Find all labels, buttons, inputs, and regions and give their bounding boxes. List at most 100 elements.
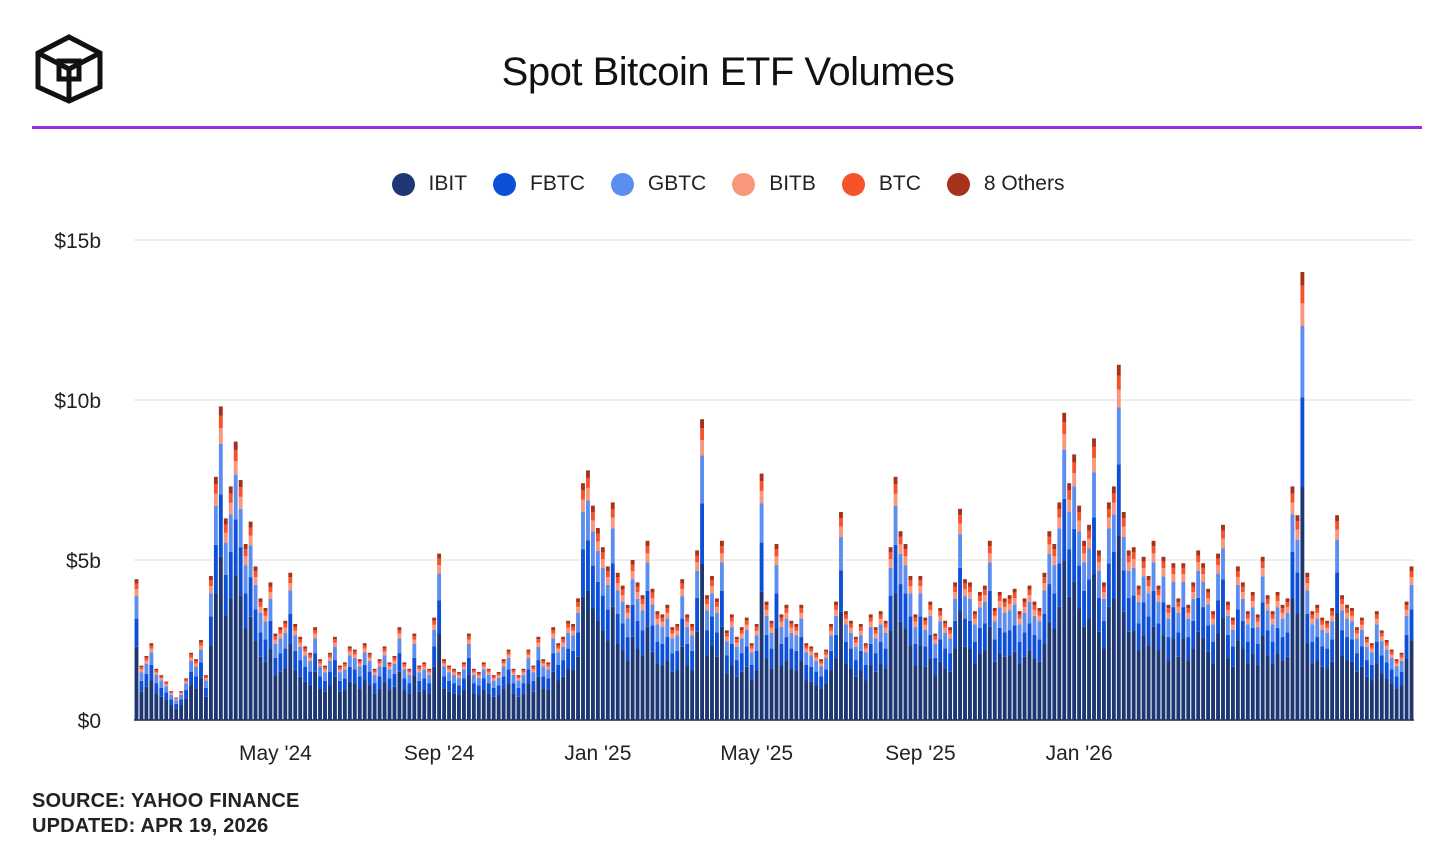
bar-segment-btc [144,657,149,661]
bar-segment-8-others [486,668,491,671]
bar-segment-btc [794,626,799,631]
bar-segment-btc [729,617,734,622]
bar-segment-fbtc [968,620,972,649]
bar-segment-btc [139,667,144,670]
bar-segment-btc [328,654,332,658]
bar-stack [318,659,322,720]
bar-segment-ibit [506,683,511,720]
bar-segment-btc [590,512,595,521]
bar-segment-gbtc [1260,576,1265,603]
bar-segment-fbtc [853,660,858,677]
bar-stack [814,652,819,720]
bar-stack [466,633,471,720]
legend-item-ibit[interactable]: IBIT [391,172,467,196]
bar-stack [476,672,481,720]
bar-stack [551,627,556,720]
bar-stack [953,582,958,720]
bar-segment-fbtc [734,660,739,677]
bar-segment-btc [1206,592,1211,598]
bar-segment-btc [1047,536,1052,545]
bar-segment-bitb [1032,609,1037,616]
bar-segment-bitb [1077,520,1082,532]
bar-stack [1156,585,1161,720]
bar-segment-fbtc [1355,653,1359,672]
bar-segment-bitb [1270,618,1275,625]
bar-stack [948,627,953,720]
bar-segment-ibit [1389,683,1394,720]
bar-stack [908,576,913,720]
bar-segment-ibit [670,671,675,720]
bar-segment-btc [208,580,213,587]
bar-segment-ibit [794,670,799,720]
legend-item-fbtc[interactable]: FBTC [493,172,585,196]
bar-segment-fbtc [491,687,496,697]
bar-segment-fbtc [809,667,814,682]
bar-segment-8-others [973,611,977,615]
bar-segment-8-others [784,604,789,609]
bar-segment-fbtc [213,544,218,594]
bar-stack [447,665,451,720]
bar-segment-ibit [1320,666,1325,720]
bar-segment-ibit [546,690,551,720]
bar-stack [576,598,580,720]
bar-segment-gbtc [858,635,863,651]
bar-segment-gbtc [1275,607,1280,628]
bar-segment-8-others [1404,601,1409,606]
bar-segment-btc [134,583,139,590]
bar-segment-btc [362,645,367,649]
bar-segment-btc [814,654,819,658]
legend-item-others[interactable]: 8 Others [946,172,1064,196]
bar-segment-bitb [1295,529,1300,540]
bar-stack [729,614,734,720]
bar-stack [218,406,223,720]
bar-segment-btc [1345,608,1349,613]
bar-segment-bitb [442,663,447,667]
legend-swatch-ibit [391,172,415,196]
bar-segment-ibit [218,556,223,720]
bar-segment-btc [293,626,298,631]
bar-segment-8-others [263,608,268,612]
legend-item-bitb[interactable]: BITB [732,172,816,196]
bar-segment-btc [1295,521,1300,530]
bar-segment-8-others [377,659,382,662]
bar-segment-bitb [466,639,471,644]
legend-item-gbtc[interactable]: GBTC [610,172,706,196]
bar-segment-fbtc [744,646,749,667]
bar-segment-fbtc [511,683,516,694]
bar-segment-fbtc [243,593,248,629]
bar-segment-btc [670,629,675,634]
bar-segment-bitb [581,499,585,512]
bar-segment-bitb [496,675,501,678]
bar-segment-btc [759,480,764,491]
cube-logo-icon [35,34,103,104]
bar-segment-fbtc [342,678,347,691]
bar-stack [675,624,680,720]
bar-segment-fbtc [1052,593,1057,629]
bar-segment-btc [189,654,193,658]
bar-stack [288,572,293,720]
bar-segment-ibit [1260,635,1265,720]
bar-segment-ibit [1240,648,1245,720]
bar-segment-btc [933,636,938,640]
bar-segment-bitb [868,621,873,628]
bar-segment-ibit [1052,628,1057,720]
bar-segment-btc [268,586,273,593]
bar-segment-gbtc [605,584,610,610]
bar-segment-ibit [149,680,154,720]
bar-segment-gbtc [987,562,992,591]
bar-segment-ibit [1355,671,1359,720]
bar-segment-8-others [754,624,759,627]
bar-segment-fbtc [412,657,417,676]
bar-segment-bitb [551,633,556,639]
bar-segment-btc [1092,446,1096,459]
bar-segment-btc [1057,508,1062,518]
bar-segment-8-others [1384,640,1389,643]
bar-segment-btc [675,626,680,631]
legend-item-btc[interactable]: BTC [841,172,921,196]
bar-segment-gbtc [342,669,347,679]
bar-segment-fbtc [1186,637,1191,661]
bar-segment-bitb [199,645,203,650]
bar-stack [848,620,853,720]
bar-segment-btc [1325,623,1330,628]
bar-segment-fbtc [189,671,193,686]
